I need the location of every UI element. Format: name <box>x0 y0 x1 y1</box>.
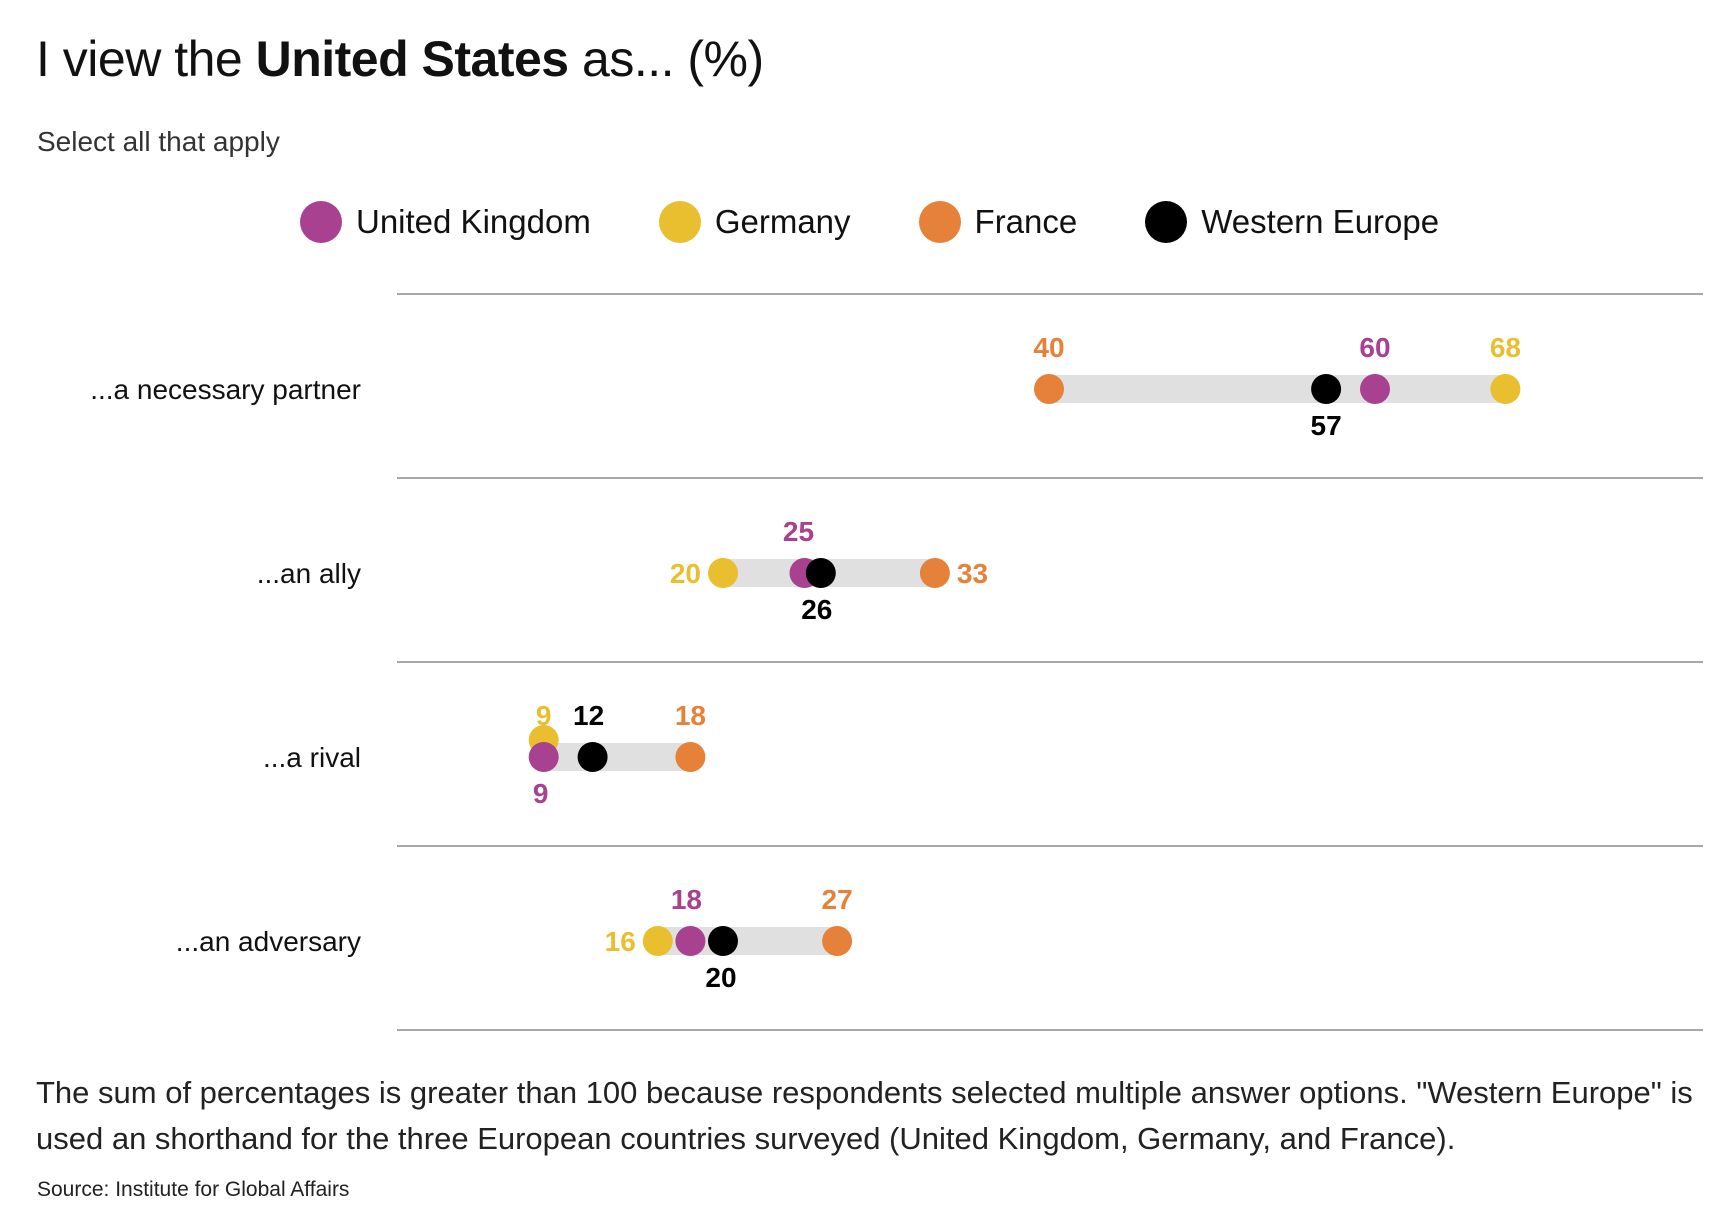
value-label-germany-an-adversary: 16 <box>605 926 636 957</box>
dot-western-europe-a-rival <box>577 742 608 772</box>
legend-label-germany: Germany <box>714 203 851 240</box>
legend-item-france: France <box>918 201 1078 243</box>
value-label-western-europe-a-necessary-partner: 57 <box>1311 410 1342 441</box>
value-label-germany-a-necessary-partner: 68 <box>1490 332 1521 363</box>
dot-france-an-adversary <box>822 926 853 956</box>
category-label-an-ally: ...an ally <box>257 558 361 589</box>
dot-germany-an-ally <box>708 558 738 588</box>
dot-western-europe-an-adversary <box>708 926 738 956</box>
category-label-a-necessary-partner: ...a necessary partner <box>90 374 361 405</box>
dot-germany-a-necessary-partner <box>1490 374 1521 404</box>
legend-swatch-germany <box>658 201 701 243</box>
source-note: Source: Institute for Global Affairs <box>37 1178 350 1201</box>
value-label-united-kingdom-an-adversary: 18 <box>671 884 702 915</box>
value-label-france-an-adversary: 27 <box>822 884 853 915</box>
value-label-germany-a-rival: 9 <box>536 700 552 731</box>
value-label-united-kingdom-a-necessary-partner: 60 <box>1359 332 1390 363</box>
dot-united-kingdom-a-rival <box>528 742 559 772</box>
chart-title: I view the United States as... (%) <box>36 30 764 88</box>
value-label-france-a-necessary-partner: 40 <box>1033 332 1064 363</box>
dot-western-europe-an-ally <box>805 558 836 588</box>
title-pre: I view the <box>36 31 256 87</box>
category-label-a-rival: ...a rival <box>263 742 361 773</box>
legend-item-germany: Germany <box>658 201 851 243</box>
value-label-france-an-ally: 33 <box>957 558 988 589</box>
dot-western-europe-a-necessary-partner <box>1311 374 1342 404</box>
value-label-united-kingdom-a-rival: 9 <box>533 778 549 809</box>
legend-label-western-europe: Western Europe <box>1201 203 1440 240</box>
legend-swatch-united-kingdom <box>300 201 342 243</box>
dot-france-an-ally <box>919 558 950 588</box>
legend-item-western-europe: Western Europe <box>1145 201 1439 243</box>
dot-france-a-necessary-partner <box>1034 374 1064 404</box>
value-label-united-kingdom-an-ally: 25 <box>783 516 814 547</box>
value-label-western-europe-an-ally: 26 <box>801 594 832 625</box>
value-label-germany-an-ally: 20 <box>670 558 701 589</box>
legend-label-united-kingdom: United Kingdom <box>356 203 591 240</box>
footnote: The sum of percentages is greater than 1… <box>36 1075 1693 1156</box>
value-label-western-europe-a-rival: 12 <box>573 700 604 731</box>
dot-range-chart: ...a necessary partner 60 68 40 57 ...an ally… <box>90 293 1703 1031</box>
value-label-western-europe-an-adversary: 20 <box>705 962 736 993</box>
dot-germany-an-adversary <box>642 926 673 956</box>
dot-united-kingdom-a-necessary-partner <box>1360 374 1390 404</box>
legend-item-united-kingdom: United Kingdom <box>300 201 591 243</box>
dot-united-kingdom-an-adversary <box>675 926 706 956</box>
category-label-an-adversary: ...an adversary <box>176 926 361 957</box>
chart-subtitle: Select all that apply <box>37 126 280 157</box>
dot-france-a-rival <box>675 742 706 772</box>
legend-swatch-western-europe <box>1145 201 1188 243</box>
legend-swatch-france <box>918 201 961 243</box>
value-label-france-a-rival: 18 <box>675 700 706 731</box>
title-post: as... (%) <box>568 31 764 87</box>
title-bold: United States <box>255 31 570 87</box>
legend: United Kingdom Germany France Western Eu… <box>300 200 1507 244</box>
legend-label-france: France <box>974 203 1078 240</box>
